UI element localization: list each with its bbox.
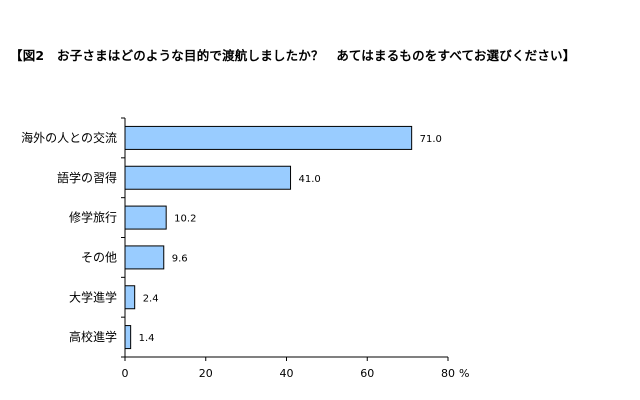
bar bbox=[124, 165, 292, 190]
category-label: 高校進学 bbox=[69, 329, 117, 344]
category-label: 海外の人との交流 bbox=[21, 130, 117, 145]
x-tick-label: 20 bbox=[199, 367, 213, 380]
value-label: 2.4 bbox=[143, 293, 159, 304]
value-label: 9.6 bbox=[172, 253, 188, 264]
value-label: 41.0 bbox=[299, 174, 321, 185]
value-label: 10.2 bbox=[174, 214, 196, 225]
bar bbox=[124, 245, 165, 270]
category-label: 語学の習得 bbox=[57, 170, 117, 185]
category-label: その他 bbox=[81, 250, 117, 264]
bar bbox=[124, 285, 136, 310]
value-label: 1.4 bbox=[139, 333, 155, 344]
x-tick-label: 80 bbox=[441, 367, 455, 380]
x-tick-label: 40 bbox=[280, 367, 294, 380]
bar bbox=[124, 125, 413, 150]
x-tick-label: 0 bbox=[122, 367, 129, 380]
category-label: 修学旅行 bbox=[69, 210, 117, 225]
category-label: 大学進学 bbox=[69, 289, 117, 304]
x-unit-label: % bbox=[459, 367, 469, 380]
chart-title: 【図2 お子さまはどのような目的で渡航しましたか？ あてはまるものをすべてお選び… bbox=[10, 48, 576, 63]
value-label: 71.0 bbox=[420, 134, 442, 145]
bar bbox=[124, 325, 132, 350]
bar bbox=[124, 205, 167, 230]
x-tick-label: 60 bbox=[360, 367, 374, 380]
